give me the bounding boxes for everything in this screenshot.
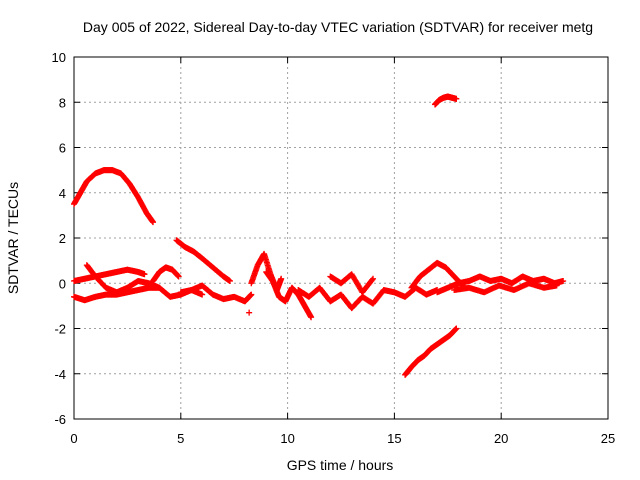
- x-tick-label: 15: [387, 431, 401, 446]
- y-tick-label: 2: [59, 231, 66, 246]
- series-arc-hump-0h: [71, 167, 157, 226]
- data-point: [150, 219, 157, 226]
- series-arc-mid-11h: [295, 284, 441, 312]
- data-point: [226, 277, 233, 284]
- data-point: [175, 273, 182, 280]
- data-point: [370, 275, 377, 282]
- series-arc-desc-5h: [173, 237, 233, 284]
- x-axis-ticks: 0 5 10 15 20 25: [70, 57, 615, 446]
- data-point: [141, 271, 148, 278]
- y-tick-label: 0: [59, 276, 66, 291]
- data-point: [199, 291, 206, 298]
- series-arc-bump-4h: [150, 264, 182, 284]
- y-tick-label: 4: [59, 186, 66, 201]
- x-tick-label: 0: [70, 431, 77, 446]
- y-tick-label: -2: [54, 322, 66, 337]
- y-tick-label: 8: [59, 95, 66, 110]
- series-arc-neg-16h: [402, 325, 460, 378]
- series-arc-high-17h: [431, 93, 460, 108]
- data-point: [369, 276, 376, 283]
- data-point: [308, 314, 315, 321]
- y-axis-label: SDTVAR / TECUs: [5, 182, 21, 294]
- grid-lines: [74, 57, 608, 419]
- data-point: [278, 275, 285, 282]
- y-tick-label: -6: [54, 412, 66, 427]
- x-tick-label: 25: [601, 431, 615, 446]
- y-tick-label: 6: [59, 141, 66, 156]
- x-tick-label: 20: [494, 431, 508, 446]
- data-point: [560, 277, 567, 284]
- y-axis-ticks: -6 -4 -2 0 2 4 6 8 10: [52, 50, 608, 427]
- data-points: [71, 93, 567, 378]
- x-tick-label: 5: [177, 431, 184, 446]
- y-tick-label: 10: [52, 50, 66, 65]
- data-point: [248, 291, 255, 298]
- data-point: [453, 325, 460, 332]
- series-arc-low-18h: [451, 280, 560, 296]
- data-point: [553, 282, 560, 289]
- outlier-point: [246, 309, 253, 316]
- data-point: [453, 95, 460, 102]
- x-axis-label: GPS time / hours: [287, 457, 394, 473]
- series-arc-noise-13h: [327, 271, 377, 296]
- series-arc-low-5h: [177, 282, 255, 305]
- chart-title: Day 005 of 2022, Sidereal Day-to-day VTE…: [83, 19, 593, 35]
- series-arc-tail-18h: [434, 273, 567, 296]
- y-tick-label: -4: [54, 367, 66, 382]
- x-tick-label: 10: [280, 431, 294, 446]
